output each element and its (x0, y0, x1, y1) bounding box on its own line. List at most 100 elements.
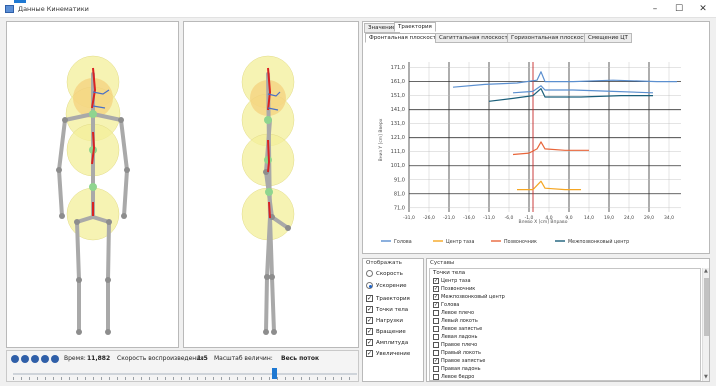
joint-label: Правый локоть (441, 350, 481, 356)
scroll-thumb[interactable] (704, 278, 709, 336)
joint-checkbox[interactable] (433, 374, 439, 380)
joint-list-item[interactable]: ✓ Правое запястье (433, 358, 485, 364)
close-button[interactable]: ✕ (699, 4, 707, 14)
joint-label: Левое запястье (441, 326, 483, 332)
joint-list-item[interactable]: ✓ Центр таза (433, 278, 471, 284)
x-tick-label: -31,0 (403, 215, 415, 221)
joint-list-item[interactable]: Левое запястье (433, 326, 482, 332)
joint-list-item[interactable]: ✓ Голова (433, 302, 459, 308)
joint-checkbox[interactable]: ✓ (433, 294, 439, 300)
display-check-3[interactable]: ✓ Вращение (366, 328, 406, 335)
checkbox[interactable]: ✓ (366, 339, 373, 346)
x-tick-label: -1,0 (525, 215, 534, 221)
app-icon (5, 5, 14, 13)
joint-checkbox[interactable] (433, 342, 439, 348)
timeline-thumb[interactable] (272, 368, 278, 379)
joint-list-item[interactable]: Правое плечо (433, 342, 477, 348)
joint-checkbox[interactable] (433, 350, 439, 356)
joint-list-item[interactable]: Левая ладонь (433, 334, 477, 340)
joint-list-header: Точки тела (433, 270, 466, 276)
step-back-icon[interactable] (21, 355, 29, 363)
display-check-5[interactable]: ✓ Увеличение (366, 350, 410, 357)
speed-value[interactable]: 1:5 (197, 355, 208, 362)
joint-checkbox[interactable]: ✓ (433, 278, 439, 284)
joint-list-item[interactable]: Правая ладонь (433, 366, 481, 372)
joint-list[interactable]: Точки тела ✓ Центр таза ✓ Позвоночник ✓ Межпо… (429, 268, 701, 381)
trajectory-chart[interactable]: -31,0 -26,0 -21,0 -16,0 -11,0 -6,0 -1,0 4,0 9,0 1… (363, 22, 711, 255)
radio-button[interactable] (366, 270, 373, 277)
skip-end-icon[interactable] (51, 355, 59, 363)
scale-label: Масштаб величин: (214, 355, 273, 362)
minimize-button[interactable]: – (652, 4, 658, 14)
time-label: Время: (64, 355, 86, 362)
x-tick-label: -21,0 (443, 215, 455, 221)
joint-checkbox[interactable] (433, 310, 439, 316)
checkbox[interactable]: ✓ (366, 350, 373, 357)
skeleton-front-view[interactable] (6, 21, 179, 348)
y-tick-label: 171,0 (391, 65, 405, 71)
display-check-2[interactable]: ✓ Нагрузки (366, 317, 403, 324)
scale-value[interactable]: Весь поток (281, 355, 320, 362)
series-line-4 (488, 87, 653, 102)
x-tick-label: -26,0 (423, 215, 435, 221)
display-check-0[interactable]: ✓ Траектория (366, 295, 410, 302)
time-value: 11,882 (87, 355, 111, 362)
joint-list-item[interactable]: Правый локоть (433, 350, 481, 356)
joint-label: Центр таза (441, 278, 471, 284)
checkbox[interactable]: ✓ (366, 295, 373, 302)
x-tick-label: 29,0 (644, 215, 654, 221)
series-line-1 (512, 85, 654, 94)
speed-label: Скорость воспроизведения: (117, 355, 206, 362)
joint-list-item[interactable]: ✓ Межпозвонковый центр (433, 294, 505, 300)
joints-panel: Суставы Точки тела ✓ Центр таза ✓ Позвоночн… (426, 258, 710, 382)
skeleton-front-figure (56, 55, 130, 335)
joint-list-scrollbar[interactable]: ▲ ▼ (702, 268, 709, 381)
y-tick-label: 131,0 (391, 121, 405, 127)
radio-label: Ускорение (376, 282, 407, 289)
maximize-button[interactable]: ☐ (674, 4, 684, 14)
display-radio-0[interactable]: Скорость (366, 270, 403, 277)
scroll-up-icon[interactable]: ▲ (704, 268, 708, 274)
timeline-slider[interactable] (13, 373, 357, 375)
joint-checkbox[interactable] (433, 326, 439, 332)
radio-button[interactable] (366, 282, 373, 289)
joint-checkbox[interactable] (433, 334, 439, 340)
chart-area: Значение Траектория Фронтальная плоскост… (362, 21, 710, 254)
joint-checkbox[interactable] (433, 366, 439, 372)
x-tick-label: -11,0 (483, 215, 495, 221)
checkbox[interactable]: ✓ (366, 328, 373, 335)
joint-checkbox[interactable]: ✓ (433, 302, 439, 308)
checkbox[interactable]: ✓ (366, 306, 373, 313)
joint-label: Левая ладонь (441, 334, 478, 340)
skip-start-icon[interactable] (11, 355, 19, 363)
scroll-down-icon[interactable]: ▼ (704, 374, 708, 380)
joint-label: Голова (441, 302, 460, 308)
joint-list-item[interactable]: Левое плечо (433, 310, 474, 316)
joint-checkbox[interactable]: ✓ (433, 358, 439, 364)
display-check-4[interactable]: ✓ Амплитуда (366, 339, 408, 346)
display-title: Отображать (366, 260, 402, 266)
y-tick-label: 81,0 (394, 191, 405, 197)
checkbox-label: Точки тела (376, 306, 409, 313)
display-options-panel: Отображать Скорость Ускорение ✓ Траектория ✓… (362, 258, 424, 382)
subtab-cog-shift[interactable]: Смещение ЦТ (584, 33, 632, 43)
checkbox[interactable]: ✓ (366, 317, 373, 324)
y-tick-label: 91,0 (394, 177, 405, 183)
display-radio-1[interactable]: Ускорение (366, 282, 407, 289)
x-tick-label: 9,0 (565, 215, 572, 221)
tab-trajectory[interactable]: Траектория (394, 22, 436, 32)
joint-label: Позвоночник (441, 286, 476, 292)
joint-list-item[interactable]: Левое бедро (433, 374, 474, 380)
joint-list-item[interactable]: ✓ Позвоночник (433, 286, 475, 292)
display-check-1[interactable]: ✓ Точки тела (366, 306, 408, 313)
legend-label: Центр таза (446, 239, 474, 245)
play-icon[interactable] (31, 355, 39, 363)
y-axis-label: Вниз Y [cm] Вверх (378, 118, 384, 161)
joint-list-item[interactable]: Левый локоть (433, 318, 478, 324)
skeleton-side-view[interactable] (183, 21, 359, 348)
joint-checkbox[interactable]: ✓ (433, 286, 439, 292)
step-forward-icon[interactable] (41, 355, 49, 363)
y-tick-label: 101,0 (391, 163, 405, 169)
joint-checkbox[interactable] (433, 318, 439, 324)
x-tick-label: 4,0 (545, 215, 552, 221)
